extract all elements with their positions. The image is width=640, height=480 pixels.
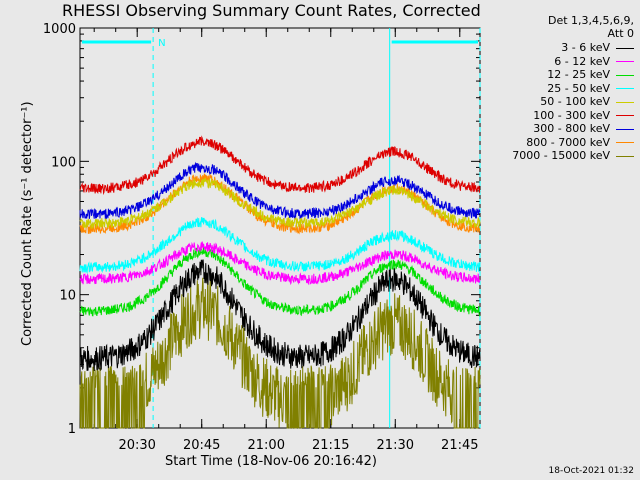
legend-entry: 50 - 100 keV	[540, 95, 634, 108]
series-line	[79, 241, 481, 286]
legend-label: 300 - 800 keV	[533, 122, 610, 135]
legend-swatch	[616, 88, 634, 89]
legend-swatch	[616, 142, 634, 143]
legend-swatch	[616, 101, 634, 103]
legend-entry: 3 - 6 keV	[561, 41, 634, 54]
legend-label: 12 - 25 keV	[547, 68, 610, 81]
legend-label: 50 - 100 keV	[540, 95, 610, 108]
series-line	[79, 277, 481, 429]
y-tick-label: 1	[68, 422, 76, 437]
legend-entry: 7000 - 15000 keV	[512, 149, 634, 162]
x-tick-label: 21:00	[248, 438, 285, 453]
y-tick-label: 10	[59, 289, 76, 304]
legend-label: 6 - 12 keV	[554, 54, 610, 68]
legend-entry: 25 - 50 keV	[547, 82, 634, 95]
annotation-label: N	[158, 38, 165, 49]
legend-swatch	[616, 61, 634, 62]
chart-title: RHESSI Observing Summary Count Rates, Co…	[62, 1, 481, 20]
timestamp: 18-Oct-2021 01:32	[548, 466, 634, 476]
series-line	[79, 246, 481, 317]
series-line	[79, 161, 481, 220]
legend-entry: 300 - 800 keV	[533, 122, 634, 135]
x-tick-label: 20:30	[118, 438, 155, 453]
series-line	[79, 259, 481, 372]
legend-swatch	[616, 128, 634, 130]
series-line	[79, 177, 481, 229]
legend-swatch	[616, 115, 634, 116]
legend-swatch	[616, 74, 634, 76]
legend-label: 3 - 6 keV	[561, 41, 610, 54]
x-axis-label: Start Time (18-Nov-06 20:16:42)	[165, 454, 377, 469]
legend-label: 7000 - 15000 keV	[512, 149, 610, 162]
legend-label: 25 - 50 keV	[547, 81, 610, 95]
series-line	[79, 216, 481, 275]
legend-header-line2: Att 0	[607, 27, 634, 40]
x-tick-label: 20:45	[183, 438, 220, 453]
legend-swatch	[616, 47, 634, 49]
series-line	[79, 135, 481, 196]
y-tick-label: 100	[51, 155, 76, 170]
legend-entry: 12 - 25 keV	[547, 68, 634, 81]
legend-entry: 800 - 7000 keV	[526, 136, 634, 149]
y-tick-label: 1000	[43, 22, 76, 37]
legend-entry: 100 - 300 keV	[533, 109, 634, 122]
x-tick-label: 21:30	[377, 438, 414, 453]
x-tick-label: 21:45	[441, 438, 478, 453]
legend-entry: 6 - 12 keV	[554, 55, 634, 68]
legend-label: 800 - 7000 keV	[526, 135, 610, 149]
x-tick-label: 21:15	[312, 438, 349, 453]
legend-label: 100 - 300 keV	[533, 108, 610, 122]
legend-header-line1: Det 1,3,4,5,6,9,	[547, 14, 634, 27]
legend-swatch	[616, 155, 634, 157]
